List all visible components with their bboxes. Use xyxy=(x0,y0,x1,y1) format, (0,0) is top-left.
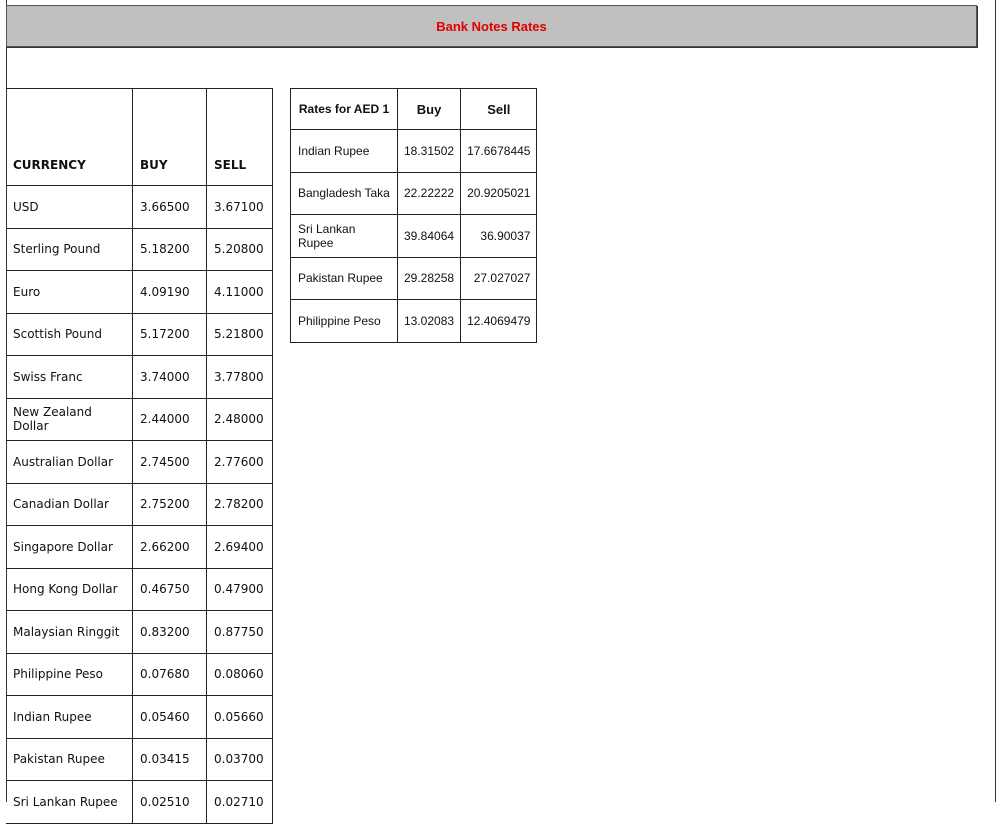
currency-cell: USD xyxy=(6,185,133,229)
page-border-right xyxy=(995,0,996,802)
currency-cell: Sterling Pound xyxy=(6,227,133,271)
buy-cell: 5.17200 xyxy=(132,312,207,356)
table-row: Bangladesh Taka 22.22222 20.9205021 xyxy=(290,171,538,215)
header-buy: BUY xyxy=(132,88,207,186)
header-sell: SELL xyxy=(206,88,273,186)
buy-cell: 2.75200 xyxy=(132,482,207,526)
currency-cell: Indian Rupee xyxy=(290,129,398,173)
table-row: Pakistan Rupee 0.03415 0.03700 xyxy=(6,737,273,781)
table-row: Euro 4.09190 4.11000 xyxy=(6,270,273,314)
currency-cell: New Zealand Dollar xyxy=(6,397,133,441)
table-row: Pakistan Rupee 29.28258 27.027027 xyxy=(290,256,538,300)
table-header-row: CURRENCY BUY SELL xyxy=(6,88,273,186)
buy-cell: 2.66200 xyxy=(132,525,207,569)
header-buy: Buy xyxy=(396,88,462,130)
sell-cell: 0.03700 xyxy=(206,737,273,781)
sell-cell: 0.08060 xyxy=(206,652,273,696)
sell-cell: 0.05660 xyxy=(206,695,273,739)
currency-cell: Australian Dollar xyxy=(6,440,133,484)
currency-cell: Hong Kong Dollar xyxy=(6,567,133,611)
currency-cell: Bangladesh Taka xyxy=(290,171,398,215)
sell-cell: 0.47900 xyxy=(206,567,273,611)
header-rates-for-aed: Rates for AED 1 xyxy=(290,88,398,130)
sell-cell: 3.67100 xyxy=(206,185,273,229)
sell-cell: 20.9205021 xyxy=(460,171,538,215)
table-row: Sri Lankan Rupee 39.84064 36.90037 xyxy=(290,214,538,258)
sell-cell: 3.77800 xyxy=(206,355,273,399)
buy-cell: 3.66500 xyxy=(132,185,207,229)
aed-rates-table: Rates for AED 1 Buy Sell Indian Rupee 18.… xyxy=(290,88,538,343)
table-row: Australian Dollar 2.74500 2.77600 xyxy=(6,440,273,484)
buy-cell: 2.44000 xyxy=(132,397,207,441)
table-row: Hong Kong Dollar 0.46750 0.47900 xyxy=(6,567,273,611)
currency-cell: Swiss Franc xyxy=(6,355,133,399)
currency-cell: Philippine Peso xyxy=(6,652,133,696)
table-row: New Zealand Dollar 2.44000 2.48000 xyxy=(6,397,273,441)
sell-cell: 2.78200 xyxy=(206,482,273,526)
buy-cell: 4.09190 xyxy=(132,270,207,314)
currency-cell: Canadian Dollar xyxy=(6,482,133,526)
buy-cell: 29.28258 xyxy=(396,256,462,300)
buy-cell: 13.02083 xyxy=(396,299,462,343)
currency-cell: Euro xyxy=(6,270,133,314)
currency-cell: Indian Rupee xyxy=(6,695,133,739)
buy-cell: 3.74000 xyxy=(132,355,207,399)
buy-cell: 39.84064 xyxy=(396,214,462,258)
sell-cell: 0.87750 xyxy=(206,610,273,654)
table-row: Philippine Peso 0.07680 0.08060 xyxy=(6,652,273,696)
currency-cell: Scottish Pound xyxy=(6,312,133,356)
page-title: Bank Notes Rates xyxy=(436,18,547,34)
buy-cell: 0.83200 xyxy=(132,610,207,654)
buy-cell: 0.05460 xyxy=(132,695,207,739)
table-row: Canadian Dollar 2.75200 2.78200 xyxy=(6,482,273,526)
header-sell: Sell xyxy=(460,88,538,130)
sell-cell: 17.6678445 xyxy=(460,129,538,173)
currency-cell: Philippine Peso xyxy=(290,299,398,343)
table-row: Malaysian Ringgit 0.83200 0.87750 xyxy=(6,610,273,654)
table-row: Swiss Franc 3.74000 3.77800 xyxy=(6,355,273,399)
sell-cell: 2.69400 xyxy=(206,525,273,569)
currency-cell: Pakistan Rupee xyxy=(6,737,133,781)
buy-cell: 18.31502 xyxy=(396,129,462,173)
table-row: Indian Rupee 18.31502 17.6678445 xyxy=(290,129,538,173)
table-row: USD 3.66500 3.67100 xyxy=(6,185,273,229)
sell-cell: 27.027027 xyxy=(460,256,538,300)
currency-cell: Sri Lankan Rupee xyxy=(290,214,398,258)
sell-cell: 12.4069479 xyxy=(460,299,538,343)
table-row: Scottish Pound 5.17200 5.21800 xyxy=(6,312,273,356)
buy-cell: 2.74500 xyxy=(132,440,207,484)
sell-cell: 2.48000 xyxy=(206,397,273,441)
buy-cell: 22.22222 xyxy=(396,171,462,215)
title-banner: Bank Notes Rates xyxy=(6,5,977,47)
sell-cell: 2.77600 xyxy=(206,440,273,484)
buy-cell: 5.18200 xyxy=(132,227,207,271)
sell-cell: 5.21800 xyxy=(206,312,273,356)
sell-cell: 4.11000 xyxy=(206,270,273,314)
bank-notes-rates-table: CURRENCY BUY SELL USD 3.66500 3.67100 Sterl… xyxy=(6,88,273,824)
currency-cell: Malaysian Ringgit xyxy=(6,610,133,654)
buy-cell: 0.03415 xyxy=(132,737,207,781)
table-row: Singapore Dollar 2.66200 2.69400 xyxy=(6,525,273,569)
table-row: Indian Rupee 0.05460 0.05660 xyxy=(6,695,273,739)
sell-cell: 36.90037 xyxy=(460,214,538,258)
buy-cell: 0.46750 xyxy=(132,567,207,611)
buy-cell: 0.07680 xyxy=(132,652,207,696)
table-row: Philippine Peso 13.02083 12.4069479 xyxy=(290,299,538,343)
header-currency: CURRENCY xyxy=(6,88,133,186)
currency-cell: Pakistan Rupee xyxy=(290,256,398,300)
table-row: Sterling Pound 5.18200 5.20800 xyxy=(6,227,273,271)
sell-cell: 5.20800 xyxy=(206,227,273,271)
table-header-row: Rates for AED 1 Buy Sell xyxy=(290,88,538,130)
currency-cell: Singapore Dollar xyxy=(6,525,133,569)
